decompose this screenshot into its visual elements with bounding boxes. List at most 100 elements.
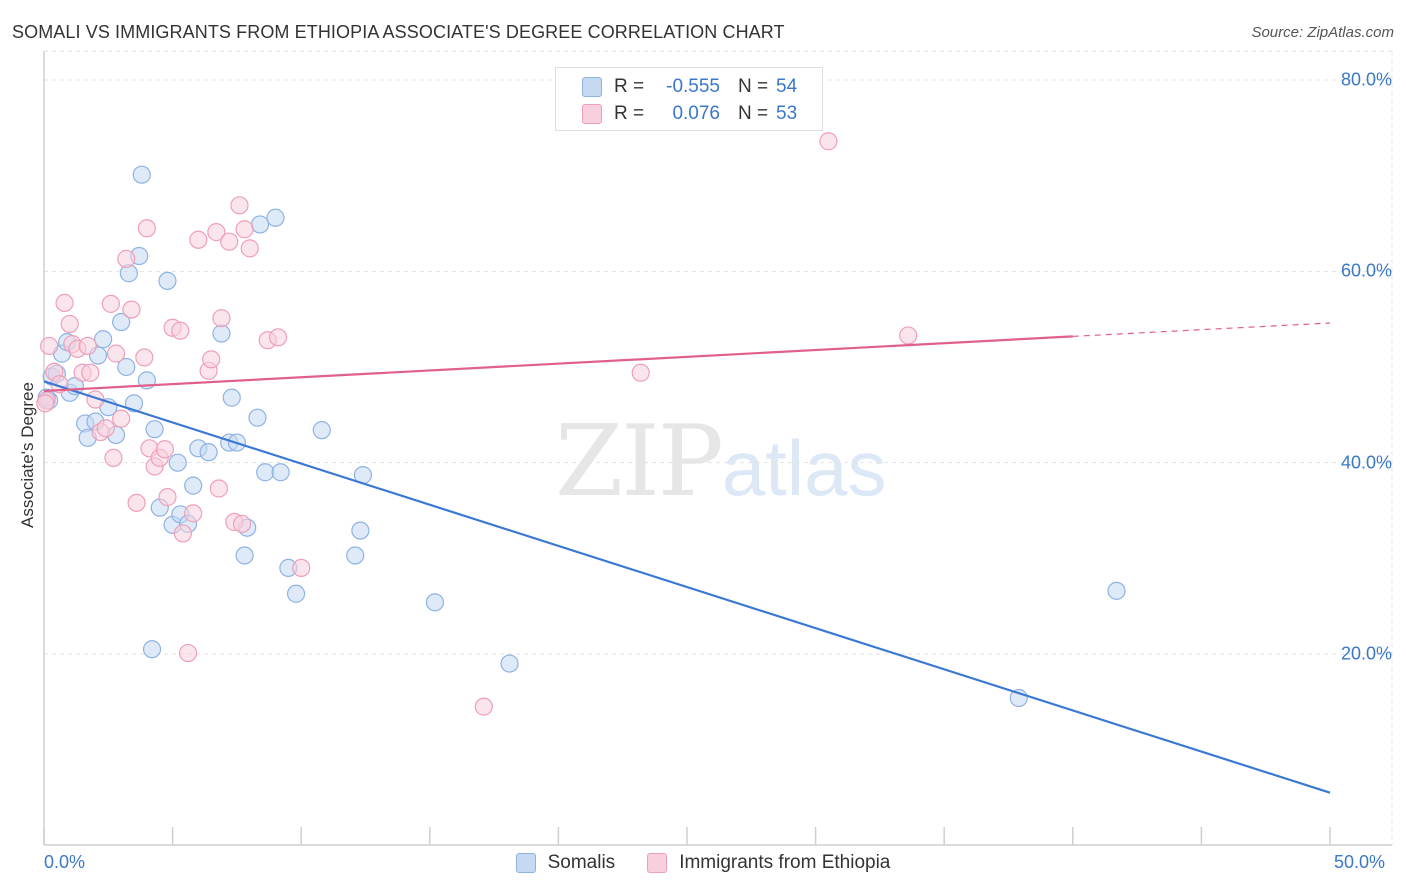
legend-item-somalis[interactable]: Somalis: [515, 852, 616, 874]
somalis-point: [117, 357, 136, 377]
somalis-point: [266, 208, 285, 227]
somalis-point: [248, 408, 267, 427]
ethiopia-point: [81, 363, 100, 382]
somalis-point: [142, 640, 162, 659]
ethiopia-point: [292, 558, 311, 578]
ethiopia-point: [209, 479, 228, 498]
x-tick-label-max: 50.0%: [1334, 852, 1386, 872]
ethiopia-point: [189, 230, 208, 249]
somalis-point: [271, 463, 290, 482]
somalis-point: [346, 546, 365, 565]
ethiopia-point: [117, 249, 136, 268]
r-label: R =: [614, 103, 645, 124]
y-axis-label: Associate's Degree: [18, 382, 37, 528]
grid-lines: [44, 50, 1393, 845]
ethiopia-point: [220, 232, 239, 251]
ethiopia-point: [268, 328, 288, 347]
trend-lines: [43, 322, 1331, 794]
y-tick-label: 20.0%: [1340, 643, 1392, 664]
somalis-point: [312, 421, 331, 440]
somalis-point: [235, 546, 254, 565]
somalis-point: [425, 593, 445, 612]
ethiopia-point: [178, 643, 198, 663]
ethiopia-point: [173, 524, 192, 543]
source-label: Source: ZipAtlas.com: [1251, 24, 1394, 41]
somalis-point: [286, 584, 306, 603]
ethiopia-point: [235, 220, 254, 239]
y-tick-label: 80.0%: [1340, 69, 1392, 90]
somalis-point: [158, 271, 177, 290]
somalis-point: [212, 324, 231, 343]
stats-row-somalis: R = -0.555 N = 54: [582, 74, 797, 100]
ethiopia-point: [122, 300, 141, 319]
y-tick-label: 40.0%: [1340, 452, 1392, 473]
ethiopia-point: [240, 239, 259, 258]
r-value: 0.076: [672, 103, 720, 124]
somalis-swatch: [582, 77, 602, 97]
somalis-point: [250, 215, 270, 234]
ethiopia-point: [112, 409, 131, 428]
ethiopia-point: [101, 294, 120, 313]
n-value: 53: [776, 103, 798, 124]
legend-item-ethiopia[interactable]: Immigrants from Ethiopia: [647, 852, 890, 874]
legend-label: Somalis: [547, 852, 616, 873]
r-label: R =: [614, 76, 645, 97]
ethiopia-point: [104, 448, 123, 467]
ethiopia-point: [184, 504, 203, 523]
series-ethiopia-points: [36, 132, 918, 716]
ethiopia-point: [819, 132, 838, 151]
ethiopia-point: [158, 488, 177, 507]
ethiopia-trend-line: [43, 335, 1073, 393]
ethiopia-point: [899, 326, 918, 345]
ethiopia-point: [96, 419, 115, 438]
ethiopia-point: [202, 350, 221, 369]
ethiopia-trend-extension: [1072, 322, 1331, 337]
somalis-point: [124, 394, 144, 413]
chart-title: SOMALI VS IMMIGRANTS FROM ETHIOPIA ASSOC…: [12, 22, 785, 42]
somalis-swatch: [515, 853, 536, 873]
somalis-point: [94, 330, 113, 349]
ethiopia-point: [36, 394, 55, 413]
stats-row-ethiopia: R = 0.076 N = 53: [582, 101, 797, 127]
r-value: -0.555: [666, 76, 720, 97]
ethiopia-point: [212, 309, 231, 328]
somalis-point: [256, 463, 275, 482]
somalis-point: [199, 443, 218, 462]
ethiopia-point: [631, 363, 650, 382]
ethiopia-point: [207, 223, 226, 242]
ethiopia-point: [474, 697, 493, 716]
ethiopia-point: [40, 336, 59, 356]
n-label: N =: [738, 76, 769, 97]
ethiopia-point: [155, 440, 174, 459]
ethiopia-swatch: [647, 853, 668, 873]
n-label: N =: [738, 103, 769, 124]
ethiopia-point: [55, 293, 74, 313]
somalis-point: [1107, 581, 1126, 600]
ethiopia-point: [230, 196, 249, 215]
ethiopia-point: [135, 348, 154, 367]
somalis-point: [112, 312, 131, 332]
stats-legend: R = -0.555 N = 54 R = 0.076 N = 53: [555, 67, 823, 131]
legend-label: Immigrants from Ethiopia: [679, 852, 891, 873]
ethiopia-point: [232, 514, 252, 533]
somalis-point: [222, 388, 241, 407]
ethiopia-point: [60, 314, 79, 334]
n-value: 54: [776, 76, 798, 97]
series-legend: Somalis Immigrants from Ethiopia: [0, 852, 1406, 874]
ethiopia-swatch: [582, 104, 602, 124]
ethiopia-point: [78, 336, 97, 356]
axes: [43, 51, 1392, 846]
somalis-point: [184, 476, 203, 495]
y-tick-label: 60.0%: [1340, 260, 1392, 281]
somalis-point: [145, 420, 164, 439]
somalis-trend-line: [43, 380, 1331, 794]
somalis-point: [168, 453, 187, 472]
somalis-point: [132, 165, 151, 184]
ethiopia-point: [171, 321, 190, 340]
x-tick-label-min: 0.0%: [44, 852, 86, 872]
ethiopia-point: [137, 219, 156, 238]
ethiopia-point: [106, 344, 126, 363]
series-somalis-points: [37, 165, 1126, 708]
somalis-point: [500, 654, 519, 673]
